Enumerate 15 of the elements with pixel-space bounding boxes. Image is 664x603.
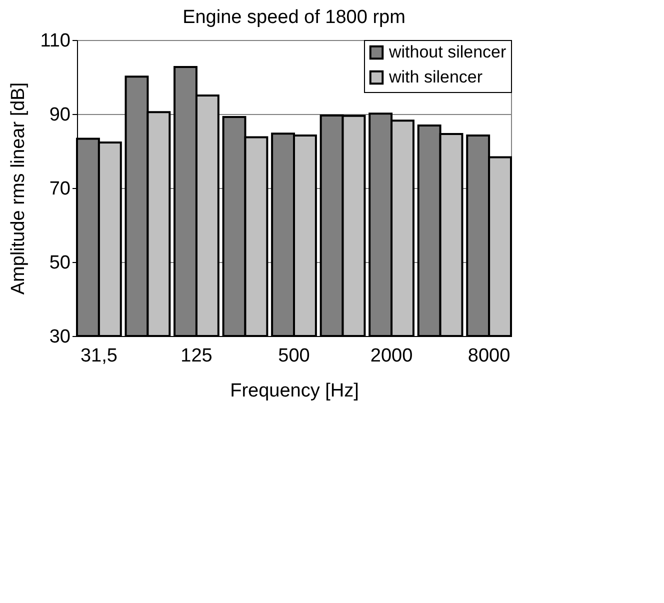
y-tick-label: 70 [49,178,70,200]
chart-title: Engine speed of 1800 rpm [182,7,406,28]
x-tick-label: 125 [180,346,212,366]
legend-label: without silencer [388,42,507,62]
x-tick-label: 8000 [468,346,510,366]
x-axis-title: Frequency [Hz] [230,380,359,402]
x-tick-label: 2000 [370,346,413,366]
x-tick-label: 31,5 [80,346,118,366]
y-tick-label: 110 [40,30,70,52]
y-axis-title: Amplitude rms linear [dB] [8,82,30,295]
y-tick-label: 50 [49,252,70,274]
x-tick-label: 500 [278,346,310,366]
y-tick-label: 30 [49,326,70,348]
legend-label: with silencer [388,68,483,86]
y-tick-label: 90 [49,104,70,126]
